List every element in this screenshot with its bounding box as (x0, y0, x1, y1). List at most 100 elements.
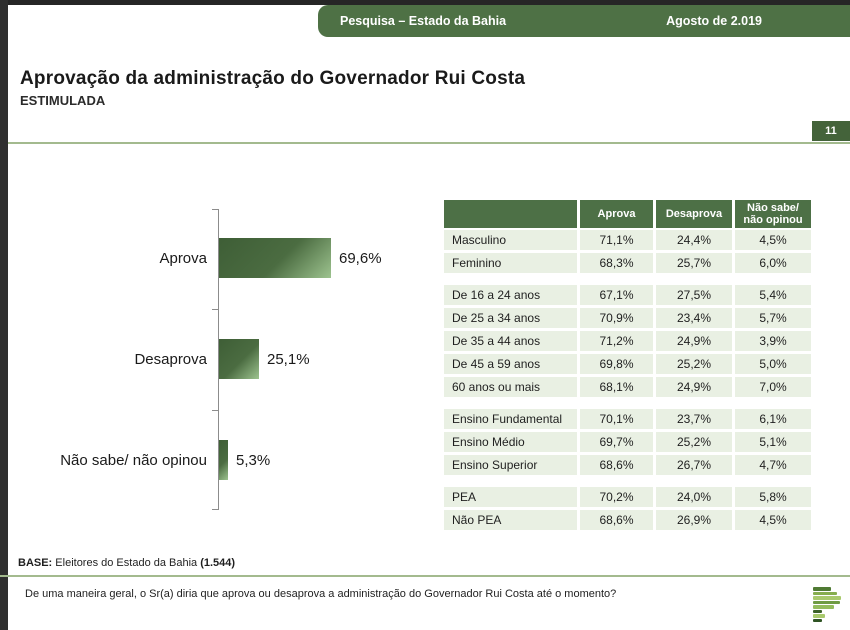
table-row-label: PEA (444, 487, 577, 507)
logo-bar (813, 600, 840, 604)
table-row: Masculino 71,1% 24,4% 4,5% (444, 230, 811, 250)
table-row-label: Masculino (444, 230, 577, 250)
table-cell: 23,4% (656, 308, 732, 328)
table-row: Ensino Superior 68,6% 26,7% 4,7% (444, 455, 811, 475)
logo-bar (813, 609, 822, 613)
chart-axis-tick (212, 209, 219, 210)
logo-bar (813, 605, 834, 609)
table-cell: 24,0% (656, 487, 732, 507)
table-cell: 71,2% (580, 331, 653, 351)
chart-bar (219, 238, 331, 278)
logo-bar (813, 587, 831, 591)
table-cell: 4,5% (735, 510, 811, 530)
table-cell: 69,7% (580, 432, 653, 452)
table-cell: 5,0% (735, 354, 811, 374)
table-cell: 6,1% (735, 409, 811, 429)
table-cell: 68,1% (580, 377, 653, 397)
base-note: BASE: Eleitores do Estado da Bahia (1.54… (18, 557, 235, 569)
chart-category-label: Desaprova (134, 350, 207, 368)
table-cell: 24,9% (656, 377, 732, 397)
table-row: De 35 a 44 anos 71,2% 24,9% 3,9% (444, 331, 811, 351)
page-subtitle: ESTIMULADA (20, 93, 106, 108)
table-section: Masculino 71,1% 24,4% 4,5% Feminino 68,3% 25,7… (444, 230, 811, 273)
table-cell: 26,9% (656, 510, 732, 530)
table-row-label: 60 anos ou mais (444, 377, 577, 397)
table-cell: 7,0% (735, 377, 811, 397)
chart-value-label: 5,3% (236, 451, 271, 469)
table-cell: 3,9% (735, 331, 811, 351)
table-row: Feminino 68,3% 25,7% 6,0% (444, 253, 811, 273)
table-header-cell (444, 200, 577, 228)
table-row-label: Não PEA (444, 510, 577, 530)
table-cell: 24,4% (656, 230, 732, 250)
table-cell: 68,3% (580, 253, 653, 273)
table-cell: 70,9% (580, 308, 653, 328)
chart-axis-tick (212, 410, 219, 411)
table-row: Ensino Fundamental 70,1% 23,7% 6,1% (444, 409, 811, 429)
logo-bar (813, 618, 822, 622)
table-cell: 69,8% (580, 354, 653, 374)
chart-bar (219, 440, 228, 480)
title-block: Aprovação da administração do Governador… (20, 68, 525, 108)
question-text: De uma maneira geral, o Sr(a) diria que … (25, 588, 617, 600)
table-cell: 25,2% (656, 432, 732, 452)
chart-category-label: Não sabe/ não opinou (60, 451, 207, 469)
table-cell: 4,5% (735, 230, 811, 250)
table-cell: 24,9% (656, 331, 732, 351)
table-cell: 68,6% (580, 455, 653, 475)
table-row: Não PEA 68,6% 26,9% 4,5% (444, 510, 811, 530)
table-row-label: De 35 a 44 anos (444, 331, 577, 351)
bottom-divider-line (0, 575, 850, 577)
table-cell: 6,0% (735, 253, 811, 273)
table-header-cell: Aprova (580, 200, 653, 228)
chart-value-label: 25,1% (267, 350, 310, 368)
table-row: De 45 a 59 anos 69,8% 25,2% 5,0% (444, 354, 811, 374)
base-label: BASE: (18, 557, 53, 569)
table-cell: 68,6% (580, 510, 653, 530)
table-row: PEA 70,2% 24,0% 5,8% (444, 487, 811, 507)
table-header-cell: Desaprova (656, 200, 732, 228)
table-cell: 23,7% (656, 409, 732, 429)
logo-bar (813, 614, 825, 618)
logo-bar (813, 591, 837, 595)
table-cell: 25,7% (656, 253, 732, 273)
page-number-badge: 11 (812, 121, 850, 141)
table-row-label: Feminino (444, 253, 577, 273)
page-title: Aprovação da administração do Governador… (20, 68, 526, 89)
table-cell: 25,2% (656, 354, 732, 374)
table-header-row: Aprova Desaprova Não sabe/ não opinou (444, 200, 811, 228)
table-row-label: De 25 a 34 anos (444, 308, 577, 328)
base-text: Eleitores do Estado da Bahia (52, 557, 201, 569)
chart-value-label: 69,6% (339, 249, 382, 267)
table-cell: 67,1% (580, 285, 653, 305)
chart-category-label: Aprova (159, 249, 207, 267)
chart-bar (219, 339, 259, 379)
chart-axis (218, 209, 219, 509)
chart-axis-tick (212, 509, 219, 510)
parana-p-bars-logo-icon (813, 587, 843, 625)
logo-bar (813, 596, 841, 600)
table-cell: 27,5% (656, 285, 732, 305)
top-divider-line (8, 142, 850, 144)
table-body: Masculino 71,1% 24,4% 4,5% Feminino 68,3% 25,7… (444, 230, 811, 530)
base-count: (1.544) (200, 557, 236, 569)
table-cell: 70,1% (580, 409, 653, 429)
table-row-label: Ensino Superior (444, 455, 577, 475)
table-row: De 25 a 34 anos 70,9% 23,4% 5,7% (444, 308, 811, 328)
table-cell: 4,7% (735, 455, 811, 475)
header-survey-title: Pesquisa – Estado da Bahia (340, 14, 507, 28)
table-row: Ensino Médio 69,7% 25,2% 5,1% (444, 432, 811, 452)
table-row-label: De 16 a 24 anos (444, 285, 577, 305)
table-row-label: Ensino Médio (444, 432, 577, 452)
demographics-table: Aprova Desaprova Não sabe/ não opinou Masc… (444, 200, 811, 542)
left-border (0, 0, 8, 630)
table-cell: 5,7% (735, 308, 811, 328)
table-section: Ensino Fundamental 70,1% 23,7% 6,1% Ensino M… (444, 409, 811, 475)
table-row: 60 anos ou mais 68,1% 24,9% 7,0% (444, 377, 811, 397)
table-cell: 71,1% (580, 230, 653, 250)
header-date: Agosto de 2.019 (666, 14, 762, 28)
table-row-label: Ensino Fundamental (444, 409, 577, 429)
table-cell: 5,8% (735, 487, 811, 507)
chart-axis-tick (212, 309, 219, 310)
